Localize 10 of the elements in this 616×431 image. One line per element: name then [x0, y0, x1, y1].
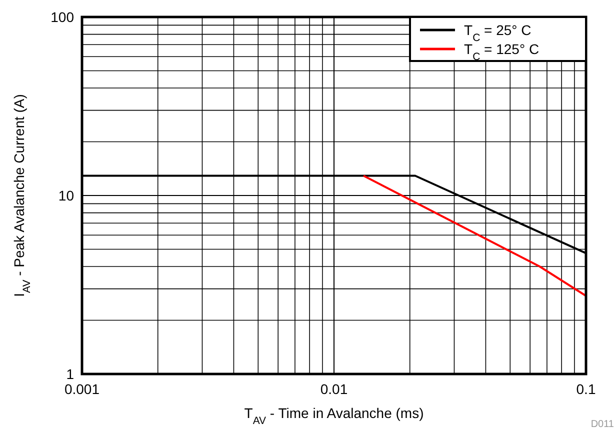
legend-label: T$_{C}$ = 125° C: [464, 41, 540, 63]
x-tick-label: 0.01: [320, 381, 348, 397]
x-axis-title: T$_{AV}$ - Time in Avalanche (ms): [244, 405, 424, 427]
y-tick-label: 1: [66, 366, 74, 382]
x-tick-label: 0.001: [64, 381, 100, 397]
text: D011: [590, 419, 614, 430]
legend-label: T$_{C}$ = 25° C: [464, 22, 532, 44]
x-tick-label: 0.1: [576, 381, 596, 397]
y-tick-label: 100: [50, 9, 74, 25]
y-tick-label: 10: [58, 188, 74, 204]
